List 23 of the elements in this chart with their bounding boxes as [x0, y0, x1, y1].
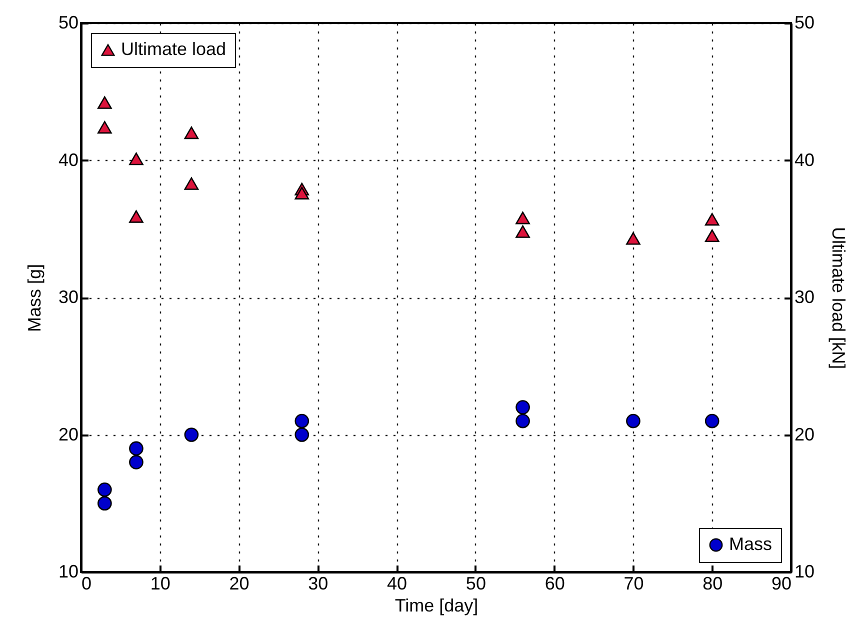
x-tick-label: 0	[82, 574, 92, 594]
x-tick-label: 40	[387, 574, 408, 594]
x-tick-label: 20	[229, 574, 250, 594]
x-tick-label: 30	[308, 574, 328, 594]
legend-label: Ultimate load	[121, 39, 226, 59]
x-tick-label: 10	[150, 574, 170, 594]
y2-tick-label: 50	[794, 12, 815, 32]
x-tick-label: 50	[466, 574, 486, 594]
y-tick-label: 30	[58, 287, 78, 307]
x-tick-label: 80	[702, 574, 723, 594]
y-tick-label: 20	[58, 424, 78, 444]
x-tick-label: 70	[624, 574, 644, 594]
legend-label: Mass	[729, 534, 772, 554]
y-axis-title: Mass [g]	[24, 264, 44, 332]
x-tick-label: 60	[544, 574, 565, 594]
x-axis-title: Time [day]	[394, 596, 478, 616]
y2-tick-label: 30	[794, 287, 815, 307]
x-tick-label: 90	[771, 574, 792, 594]
y2-tick-label: 40	[794, 150, 815, 170]
y-tick-label: 40	[58, 150, 78, 170]
y2-axis-title: Ultimate load [kN]	[828, 226, 846, 370]
y-tick-label: 50	[58, 12, 78, 32]
y2-tick-label: 20	[794, 424, 815, 444]
